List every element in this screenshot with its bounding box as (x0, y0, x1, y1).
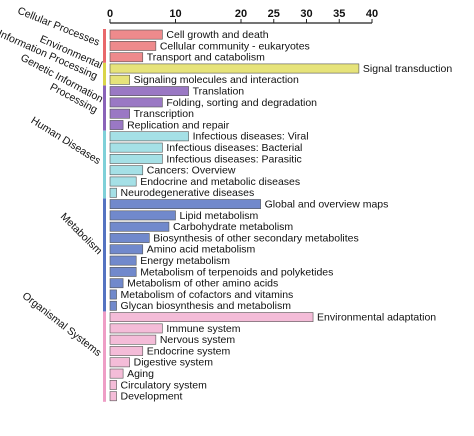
group-band (103, 198, 106, 312)
bar (109, 289, 117, 300)
bar (109, 323, 163, 334)
category-groups: Cellular ProcessesEnvironmentalInformati… (0, 5, 106, 402)
bar-label: Signal transduction (363, 63, 452, 75)
bar-label: Amino acid metabolism (147, 244, 256, 256)
bar-label: Translation (193, 86, 245, 98)
bar-label: Cellular community - eukaryotes (160, 40, 310, 52)
bar (109, 187, 117, 198)
bar (109, 131, 189, 142)
bar (109, 154, 163, 164)
group-name: Metabolism (58, 211, 105, 258)
bar-label: Metabolism of cofactors and vitamins (121, 289, 294, 301)
x-tick-label: 25 (268, 8, 280, 20)
group-name: Organismal Systems (20, 290, 104, 359)
x-tick-label: 0 (107, 8, 113, 20)
bar-label: Endocrine system (147, 345, 231, 357)
bar (109, 97, 163, 108)
group-band (103, 29, 106, 63)
bar-label: Signaling molecules and interaction (134, 74, 299, 86)
bar-label: Metabolism of other amino acids (127, 278, 278, 290)
bar-label: Nervous system (160, 334, 236, 346)
bar (109, 52, 144, 63)
bar-label: Immune system (166, 323, 240, 335)
bar-label: Infectious diseases: Viral (193, 131, 309, 143)
bar (109, 108, 130, 119)
bar (109, 334, 157, 345)
group-band (103, 130, 106, 199)
bar (109, 255, 137, 266)
group-band (103, 85, 106, 131)
bar (109, 312, 314, 322)
bar (109, 40, 157, 51)
bar (109, 210, 176, 221)
x-tick-label: 10 (169, 8, 181, 20)
bar-label: Transport and catabolism (147, 52, 265, 64)
bar (109, 346, 144, 356)
bar-label: Biosynthesis of other secondary metaboli… (153, 232, 358, 244)
bar (109, 300, 117, 311)
x-tick-label: 20 (235, 8, 247, 20)
bar-label: Global and overview maps (265, 199, 389, 211)
bar-label: Circulatory system (121, 379, 208, 391)
bar-label: Development (121, 391, 183, 403)
bar-label: Replication and repair (127, 119, 230, 131)
bar (109, 368, 124, 379)
bar (109, 357, 130, 368)
bar (109, 63, 360, 74)
bar-label: Cancers: Overview (147, 165, 236, 177)
x-axis: 0 10 20 25 30 35 40 (107, 8, 378, 24)
bar-label: Lipid metabolism (180, 210, 259, 222)
bar (109, 266, 137, 277)
bar-label: Carbohydrate metabolism (173, 221, 293, 233)
bar (109, 233, 150, 243)
bar (109, 74, 130, 85)
bar-label: Transcription (134, 108, 194, 120)
bar (109, 221, 170, 232)
bar-label: Cell growth and death (166, 29, 268, 41)
bar (109, 142, 163, 153)
bar-label: Infectious diseases: Bacterial (166, 142, 302, 154)
bar (109, 176, 137, 187)
bar-label: Glycan biosynthesis and metabolism (121, 300, 292, 312)
bar (109, 120, 124, 130)
bar-label: Endocrine and metabolic diseases (140, 176, 300, 188)
group-band (103, 311, 106, 402)
bar (109, 165, 144, 176)
group-name: Human Diseases (29, 115, 103, 168)
bar (109, 199, 261, 209)
bar-label: Infectious diseases: Parasitic (166, 153, 301, 165)
bar (109, 379, 117, 390)
bar (109, 391, 117, 402)
bar (109, 29, 163, 40)
bar-label: Energy metabolism (140, 255, 230, 267)
bar-label: Digestive system (134, 357, 214, 369)
x-tick-label: 35 (333, 8, 345, 20)
bar-label: Neurodegenerative diseases (121, 187, 255, 199)
bar-label: Metabolism of terpenoids and polyketides (140, 266, 333, 278)
bar-label: Aging (127, 368, 154, 380)
bar (109, 86, 189, 96)
x-tick-label: 30 (300, 8, 312, 20)
bar (109, 278, 124, 289)
x-tick-label: 40 (366, 8, 378, 20)
bar (109, 244, 144, 255)
group-band (103, 62, 106, 86)
bar-label: Environmental adaptation (317, 312, 436, 324)
bar-label: Folding, sorting and degradation (166, 97, 317, 109)
